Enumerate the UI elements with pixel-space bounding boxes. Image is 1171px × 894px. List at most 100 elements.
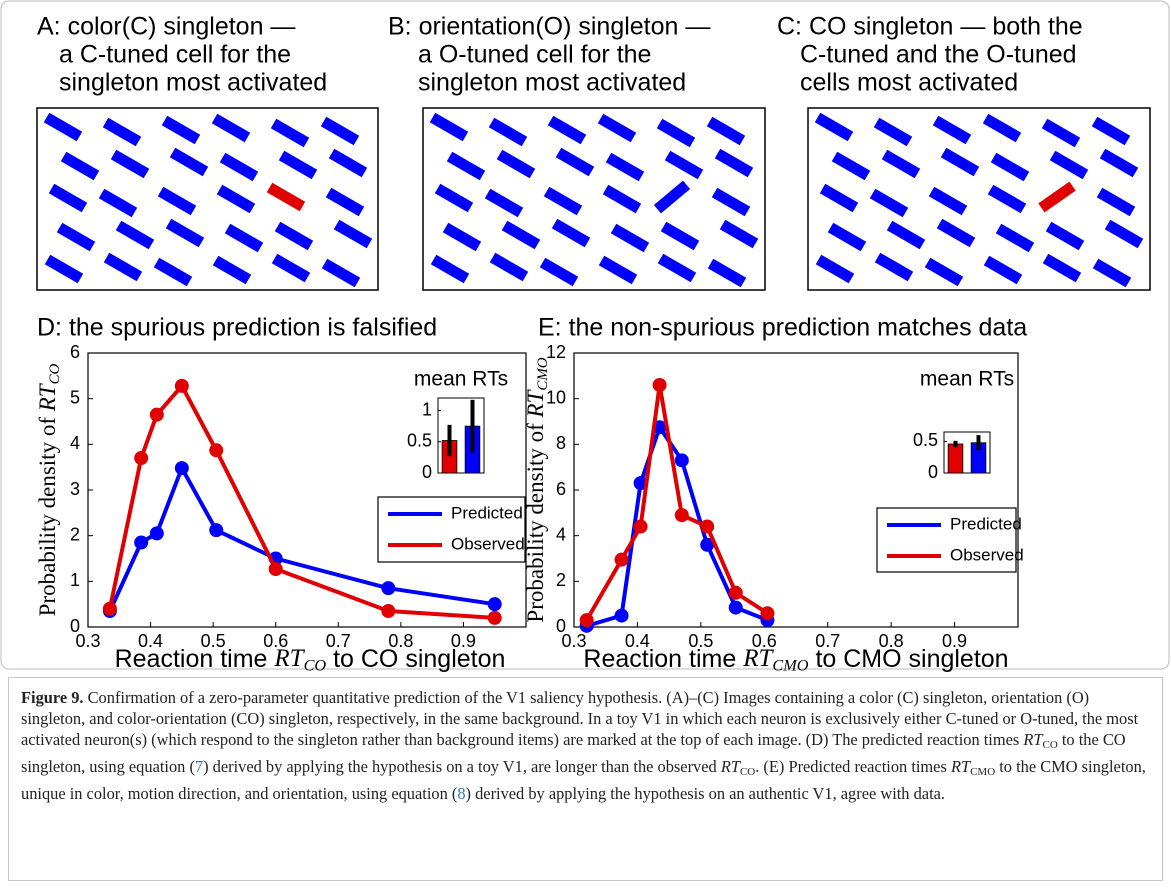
x-tick-label: 0.7 [326,631,351,651]
x-tick-label: 0.9 [942,631,967,651]
data-point [487,610,502,625]
label-part: to CMO singleton [809,645,1009,672]
background-bar [597,113,637,143]
background-bar [1042,253,1082,283]
background-bar [153,257,193,287]
background-bar [664,150,704,180]
background-bar [990,152,1030,182]
label-part: RT [35,382,60,412]
background-bar [819,183,859,213]
background-bar [212,255,252,285]
background-bar [484,188,524,218]
data-point [614,552,629,567]
legend-label: Predicted [950,514,1022,533]
figure-frame [0,0,1170,670]
y-tick-label: 12 [546,342,566,362]
chart-title: D: the spurious prediction is falsified [37,314,437,342]
label-part: Reaction time [583,645,743,672]
background-bar [881,149,921,179]
background-bar [831,151,871,181]
x-tick-label: 0.6 [263,631,288,651]
inset-area [437,397,485,474]
label-part: RT [742,645,774,672]
series-line [107,383,495,620]
caption-text[interactable]: 8 [457,784,466,803]
data-point [102,601,117,616]
background-bar [1096,187,1136,217]
caption-text: Confirmation of a zero-parameter quantit… [21,688,1139,749]
label-part: CO [47,363,63,384]
data-point [700,537,715,552]
data-point [700,519,715,534]
data-point [209,523,224,538]
background-bar [1045,221,1085,251]
x-axis-label: Reaction time RTCMO to CMO singleton [583,645,1008,672]
background-bar [56,222,96,252]
background-bar [224,223,264,253]
caption-text: to the CMO singleton, unique in color, m… [21,757,1146,803]
data-point [134,451,149,466]
y-tick-label: 8 [556,433,566,453]
y-tick-label: 10 [546,387,566,407]
background-bar [321,258,361,288]
label-part: RT [523,388,548,418]
y-tick-label: 0 [70,616,80,636]
data-point [381,581,396,596]
background-bar [496,149,536,179]
x-tick-label: 0.8 [388,631,413,651]
background-bar [706,116,746,146]
y-tick-label: 6 [556,479,566,499]
data-point [209,443,224,458]
data-point [174,461,189,476]
background-bar [1092,258,1132,288]
data-point [149,407,164,422]
background-bar [270,118,310,148]
inset-title: mean RTs [414,368,508,391]
panel-image [807,107,1151,291]
y-tick-label: 4 [70,433,80,453]
y-tick-label: 5 [70,387,80,407]
legend-label: Predicted [451,503,523,522]
data-point [760,606,775,621]
y-tick-label: 3 [70,479,80,499]
background-bar [1099,148,1139,178]
background-bar [161,115,201,145]
data-point [268,562,283,577]
label-part: Probability density of [523,417,548,622]
background-bar [869,188,909,218]
x-tick-label: 0.3 [75,631,100,651]
legend [876,507,1017,573]
inset-y-tick-label: 1 [422,399,432,419]
data-point [633,519,648,534]
background-bar [610,223,650,253]
background-bar [44,254,84,284]
inset-title: mean RTs [920,368,1014,391]
data-point [487,597,502,612]
legend-label: Observed [950,545,1024,564]
background-bar [328,148,368,178]
background-bar [278,150,318,180]
x-tick-label: 0.5 [688,631,713,651]
label-part: Probability density of [35,411,60,616]
caption-text: ) derived by applying the hypothesis on … [465,784,945,803]
background-bar [656,118,696,148]
background-bar [110,149,150,179]
inset-area [943,431,991,474]
data-point [674,453,689,468]
background-bar [987,184,1027,214]
background-bar [442,222,482,252]
caption-text: . (E) Predicted reaction times [755,757,951,776]
panel-image [422,107,766,291]
caption-text[interactable]: 7 [194,757,204,776]
data-point [579,613,594,628]
panel-image [36,107,379,291]
background-bar [995,223,1035,253]
background-bar [815,254,855,284]
background-bar [1049,150,1089,180]
background-bar [211,113,251,143]
background-bar [936,218,976,248]
background-bar [429,112,469,142]
background-bar [489,252,529,282]
background-bar [333,219,373,249]
background-bar [551,218,591,248]
